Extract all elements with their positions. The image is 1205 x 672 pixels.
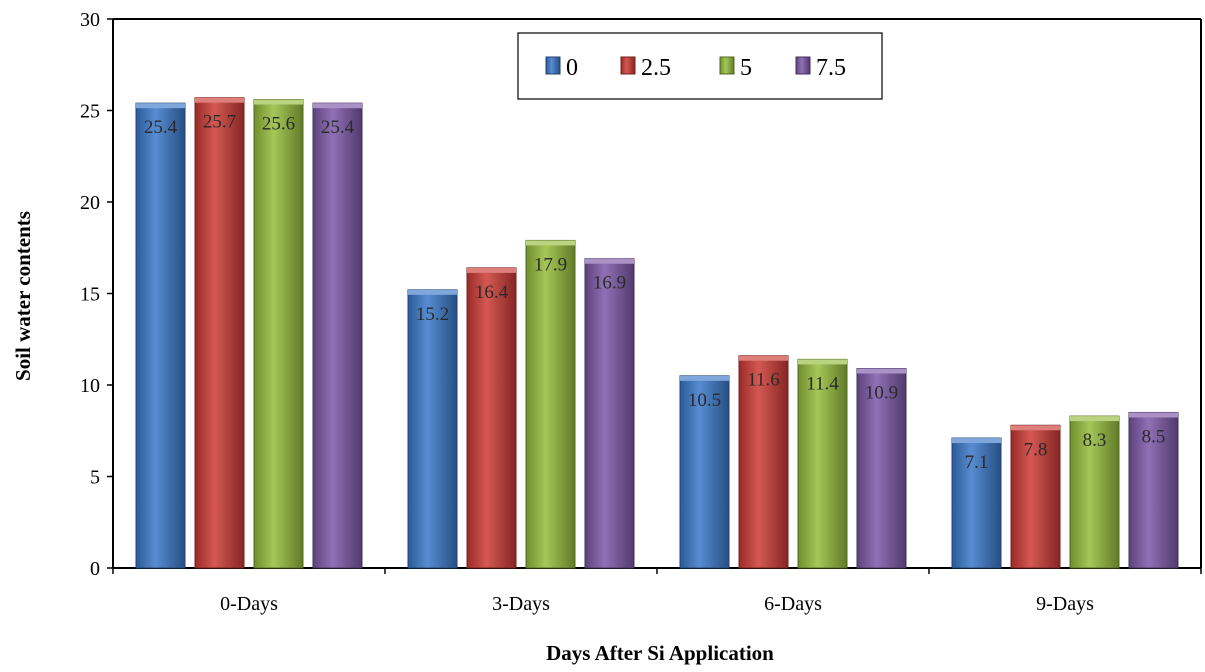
- data-label: 7.8: [1024, 439, 1048, 460]
- bar-0-Days-series-2.5: [194, 97, 245, 569]
- bar-top-highlight: [857, 368, 906, 374]
- legend-swatch: [719, 56, 735, 75]
- bar-top-highlight: [798, 359, 847, 365]
- bar-top-highlight: [313, 103, 362, 109]
- bar-0-Days-series-7.5: [312, 102, 363, 569]
- bar-9-Days-series-0: [951, 437, 1002, 569]
- bar-top-highlight: [136, 103, 185, 109]
- bar-top-highlight: [408, 289, 457, 295]
- data-label: 25.6: [262, 114, 295, 135]
- data-label: 16.4: [475, 282, 509, 303]
- y-axis-title: Soil water contents: [11, 211, 35, 381]
- data-label: 16.9: [593, 273, 626, 294]
- x-axis-ticks: 0-Days 3-Days 6-Days 9-Days: [112, 568, 1202, 615]
- y-axis-ticks: 0 5 10 15 20 25 30: [80, 9, 113, 580]
- data-label: 8.5: [1142, 426, 1166, 447]
- bar-top-highlight: [467, 267, 516, 273]
- y-tick-label: 15: [80, 284, 100, 306]
- data-label: 11.6: [747, 370, 780, 391]
- legend-box: [517, 32, 883, 100]
- bar-top-highlight: [195, 97, 244, 103]
- bar-3-Days-series-2.5: [466, 267, 517, 569]
- bar-top-highlight: [952, 438, 1001, 444]
- x-axis-title: Days After Si Application: [546, 641, 774, 665]
- bar-0-Days-series-0: [135, 102, 186, 569]
- data-label: 25.4: [144, 117, 178, 138]
- legend-swatch: [795, 56, 811, 75]
- y-tick-label: 0: [90, 558, 100, 580]
- bar-6-Days-series-0: [679, 375, 730, 569]
- legend-label: 5: [740, 55, 752, 81]
- data-label: 11.4: [806, 373, 839, 394]
- x-tick-label: 9-Days: [1036, 593, 1094, 615]
- y-tick-label: 25: [80, 101, 100, 123]
- y-tick-label: 30: [80, 9, 100, 31]
- data-label: 8.3: [1083, 430, 1107, 451]
- bar-0-Days-series-5: [253, 99, 304, 569]
- y-tick-label: 5: [90, 467, 100, 489]
- bar-top-highlight: [585, 258, 634, 264]
- data-label: 25.4: [321, 117, 355, 138]
- legend-swatch: [620, 56, 636, 75]
- data-label: 15.2: [416, 304, 449, 325]
- data-label: 17.9: [534, 254, 567, 275]
- x-tick-label: 3-Days: [492, 593, 550, 615]
- legend-label: 7.5: [816, 55, 846, 81]
- data-label: 7.1: [965, 452, 989, 473]
- bar-6-Days-series-2.5: [738, 355, 789, 569]
- legend: 0 2.5 5 7.5: [517, 32, 883, 100]
- bar-top-highlight: [1070, 416, 1119, 422]
- bar-top-highlight: [1129, 412, 1178, 418]
- bar-top-highlight: [254, 99, 303, 105]
- bar-3-Days-series-5: [525, 239, 576, 569]
- data-label: 25.7: [203, 112, 236, 133]
- y-tick-label: 20: [80, 192, 100, 214]
- bar-6-Days-series-7.5: [856, 368, 907, 569]
- legend-swatch: [545, 56, 561, 75]
- data-label: 10.9: [865, 383, 898, 404]
- legend-label: 0: [566, 55, 578, 81]
- bar-3-Days-series-0: [407, 289, 458, 569]
- bar-9-Days-series-7.5: [1128, 411, 1179, 569]
- data-label: 10.5: [688, 390, 721, 411]
- x-tick-label: 0-Days: [220, 593, 278, 615]
- bar-top-highlight: [1011, 425, 1060, 431]
- y-tick-label: 10: [80, 375, 100, 397]
- bar-6-Days-series-5: [797, 358, 848, 569]
- bar-3-Days-series-7.5: [584, 258, 635, 569]
- x-tick-label: 6-Days: [764, 593, 822, 615]
- bar-top-highlight: [739, 355, 788, 361]
- bars: 25.4 25.7 25.6 25.4 15.2 16.4 17.9 16.9 10.5 11.6…: [135, 97, 1179, 569]
- bar-top-highlight: [680, 375, 729, 381]
- legend-label: 2.5: [641, 55, 671, 81]
- bar-top-highlight: [526, 240, 575, 246]
